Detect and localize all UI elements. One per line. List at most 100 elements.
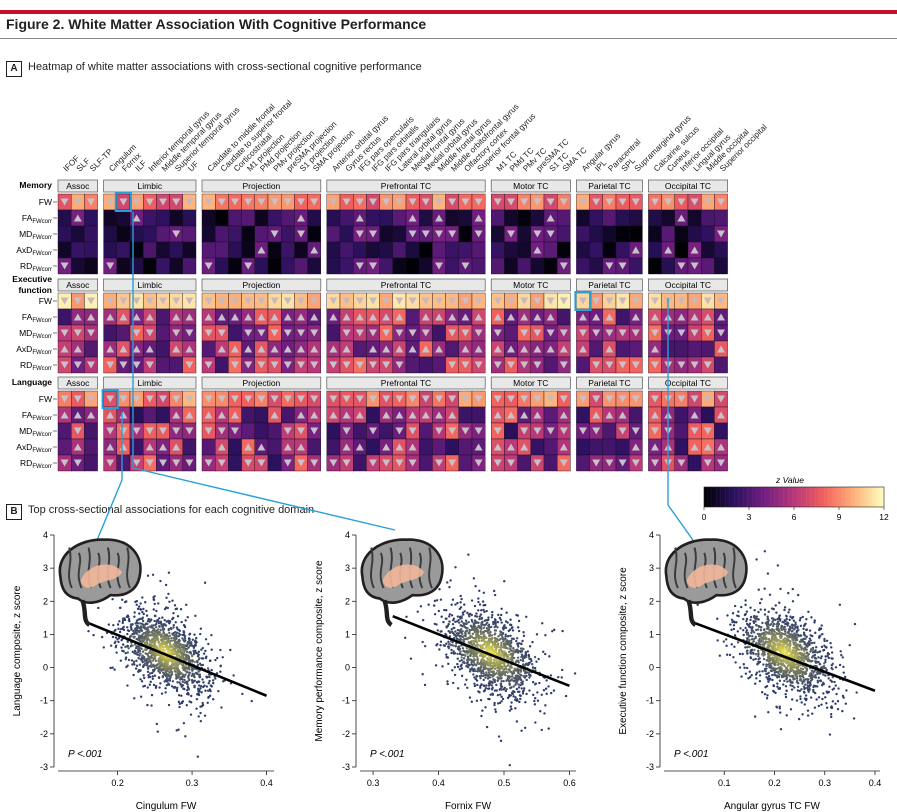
down-triangle-icon	[559, 395, 568, 403]
scatter-point	[163, 667, 167, 670]
heatmap-cell	[615, 209, 630, 227]
group-header	[648, 278, 728, 292]
up-triangle-icon	[435, 411, 443, 419]
scatter-point	[198, 684, 201, 687]
scatter-point	[443, 608, 446, 612]
down-triangle-icon	[631, 395, 640, 403]
tract-highlight	[382, 564, 424, 588]
heatmap-cell	[661, 209, 675, 227]
scatter-point	[833, 680, 836, 684]
colorbar-segment	[738, 487, 741, 507]
scatter-point	[540, 693, 543, 697]
scatter-point	[219, 648, 222, 652]
scatter-point	[217, 689, 220, 693]
group-header	[103, 278, 197, 292]
scatter-point	[564, 694, 568, 698]
colorbar-segment	[801, 487, 804, 507]
scatter-point	[494, 708, 497, 711]
scatter-point	[852, 717, 856, 720]
scatter-point	[834, 702, 837, 705]
heatmap-cell	[629, 225, 643, 243]
scatter-point	[812, 690, 815, 693]
heatmap-cell	[116, 209, 131, 227]
scatter-point	[157, 658, 160, 661]
scatter-point	[482, 608, 485, 612]
heatmap-cell	[84, 257, 98, 275]
scatter-point	[761, 621, 764, 625]
scatter-point	[508, 641, 511, 644]
down-triangle-icon	[145, 329, 154, 337]
scatter-point	[143, 655, 146, 659]
scatter-point	[766, 615, 769, 618]
row-label-main: FA	[22, 410, 33, 420]
scatter-point	[503, 667, 507, 670]
group-header-label: Parietal TC	[588, 378, 630, 388]
scatter-point	[825, 639, 829, 642]
scatter-point	[545, 679, 548, 682]
scatter-point	[544, 652, 547, 656]
down-triangle-icon	[408, 459, 417, 467]
heatmap-cell	[589, 225, 603, 243]
scatter-point	[123, 600, 127, 604]
down-triangle-icon	[435, 262, 443, 270]
scatter-point	[145, 614, 149, 617]
scatter-point	[117, 636, 121, 640]
scatter-point	[435, 599, 439, 602]
scatter-point	[190, 641, 193, 644]
group-header	[201, 376, 322, 390]
scatter-point	[181, 700, 185, 703]
scatter-point	[133, 649, 137, 653]
down-triangle-icon	[507, 459, 515, 467]
scatter-point	[146, 652, 149, 656]
scatter-point	[771, 673, 774, 677]
group-header-label: Motor TC	[513, 378, 548, 388]
scatter-point	[476, 643, 480, 646]
down-triangle-icon	[395, 329, 404, 337]
down-triangle-icon	[559, 427, 568, 435]
scatter-point	[479, 686, 482, 689]
scatter-point	[187, 671, 190, 674]
scatter-point	[170, 685, 174, 688]
down-triangle-icon	[507, 395, 515, 403]
heatmap-cell	[661, 340, 675, 358]
up-triangle-icon	[493, 411, 502, 419]
scatter-point	[804, 628, 808, 632]
scatter-point	[438, 648, 441, 651]
scatter-point	[173, 685, 177, 689]
group-header-label: Motor TC	[513, 280, 548, 290]
scatter-point	[801, 682, 804, 685]
down-triangle-icon	[172, 230, 181, 238]
heatmap-cell	[674, 438, 689, 456]
down-triangle-icon	[533, 297, 542, 305]
scatter-point	[146, 636, 149, 639]
group-header-label: Assoc	[66, 378, 90, 388]
group-header-label: Projection	[242, 181, 280, 191]
scatter-point	[506, 655, 509, 659]
scatter-point	[549, 674, 553, 677]
down-triangle-icon	[520, 329, 529, 337]
down-triangle-icon	[355, 198, 364, 206]
scatter-point	[516, 678, 519, 681]
scatter-point	[523, 669, 527, 672]
scatter-point	[466, 652, 469, 656]
up-triangle-icon	[677, 214, 686, 222]
scatter-point	[521, 657, 525, 661]
scatter-point	[830, 651, 834, 654]
scatter-point	[114, 646, 117, 649]
scatter-point	[442, 620, 445, 624]
up-triangle-icon	[132, 313, 141, 321]
scatter-point	[221, 656, 224, 659]
group-header-label: Projection	[242, 378, 280, 388]
scatter-point	[207, 696, 210, 699]
up-triangle-icon	[579, 345, 587, 353]
x-tick-label: 0.5	[498, 778, 511, 788]
colorbar-segment	[716, 487, 719, 507]
down-triangle-icon	[559, 459, 568, 467]
scatter-point	[481, 644, 484, 648]
scatter-point	[790, 688, 794, 691]
scatter-point	[786, 680, 789, 683]
scatter-point	[478, 603, 482, 606]
colorbar-segment	[822, 487, 825, 507]
down-triangle-icon	[395, 427, 404, 435]
